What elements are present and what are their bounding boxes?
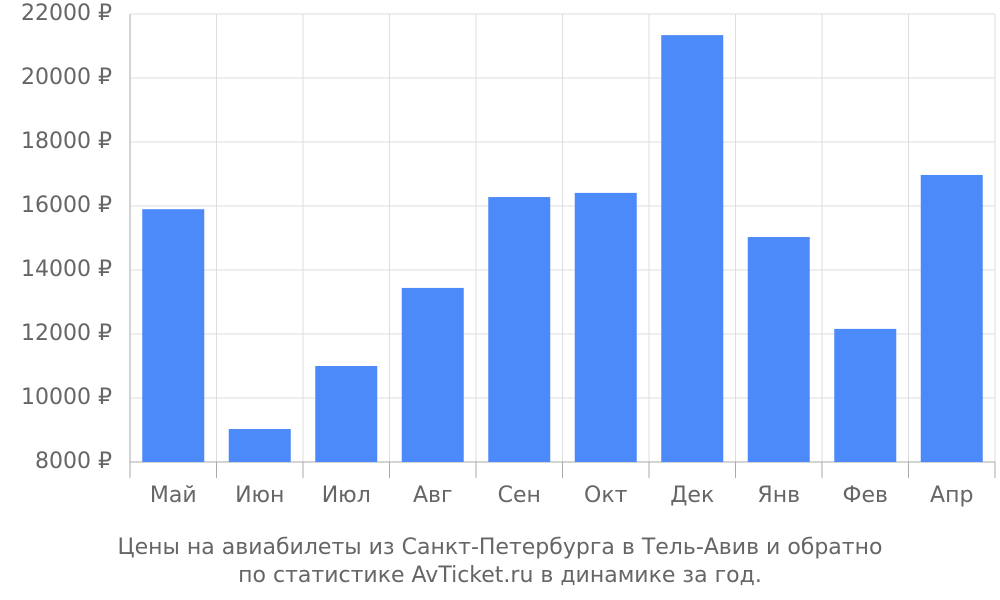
bar [920,174,983,462]
x-tick-label: Сен [498,483,541,508]
bar [661,35,724,463]
bar [315,366,378,462]
x-tick-label: Май [150,483,197,508]
y-tick-label: 8000 ₽ [35,449,112,474]
y-tick-label: 12000 ₽ [21,321,112,346]
x-tick-label: Дек [670,483,714,508]
x-tick-label: Окт [584,483,628,508]
x-tick-label: Июн [235,483,284,508]
bar [574,192,637,462]
bar [228,429,291,462]
bar [747,237,810,462]
x-tick-label: Июл [322,483,371,508]
bar [834,328,897,462]
y-tick-label: 10000 ₽ [21,385,112,410]
x-tick-label: Фев [843,483,888,508]
bar [401,287,464,462]
x-tick-label: Авг [413,483,453,508]
y-tick-label: 22000 ₽ [21,1,112,26]
y-tick-label: 18000 ₽ [21,129,112,154]
y-tick-label: 14000 ₽ [21,257,112,282]
y-tick-label: 20000 ₽ [21,65,112,90]
x-tick-label: Апр [930,483,973,508]
bar [488,197,551,463]
bar [142,209,205,462]
chart-title: Цены на авиабилеты из Санкт-Петербурга в… [118,535,883,560]
x-tick-label: Янв [757,483,800,508]
chart-title: по статистике AvTicket.ru в динамике за … [238,563,762,588]
y-tick-label: 16000 ₽ [21,193,112,218]
